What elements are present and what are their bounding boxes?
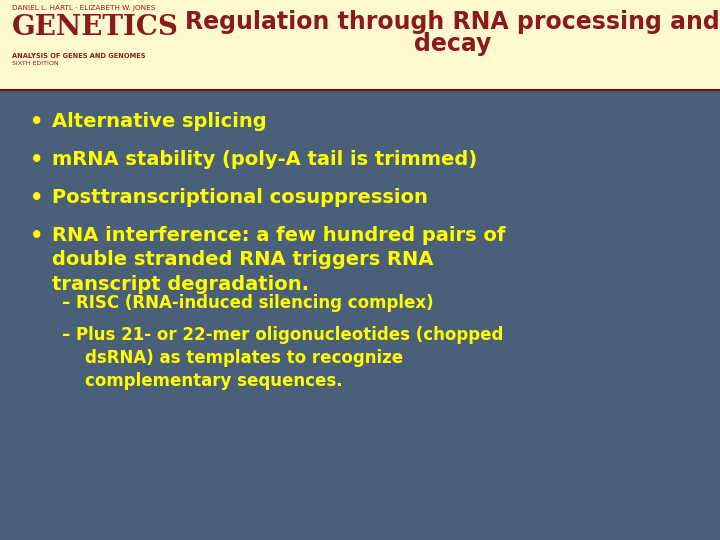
Text: •: • bbox=[30, 112, 43, 132]
Text: GENETICS: GENETICS bbox=[12, 14, 179, 41]
Text: – RISC (RNA-induced silencing complex): – RISC (RNA-induced silencing complex) bbox=[62, 294, 433, 312]
Text: decay: decay bbox=[414, 32, 491, 56]
Text: •: • bbox=[30, 188, 43, 208]
Text: – Plus 21- or 22-mer oligonucleotides (chopped
    dsRNA) as templates to recogn: – Plus 21- or 22-mer oligonucleotides (c… bbox=[62, 326, 503, 390]
Text: ANALYSIS OF GENES AND GENOMES: ANALYSIS OF GENES AND GENOMES bbox=[12, 53, 145, 59]
Text: •: • bbox=[30, 150, 43, 170]
Bar bbox=[0, 0, 720, 90]
Text: Alternative splicing: Alternative splicing bbox=[52, 112, 266, 131]
Text: mRNA stability (poly-A tail is trimmed): mRNA stability (poly-A tail is trimmed) bbox=[52, 150, 477, 169]
Text: SIXTH EDITION: SIXTH EDITION bbox=[12, 61, 58, 66]
Text: RNA interference: a few hundred pairs of
double stranded RNA triggers RNA
transc: RNA interference: a few hundred pairs of… bbox=[52, 226, 505, 294]
Text: DANIEL L. HARTL · ELIZABETH W. JONES: DANIEL L. HARTL · ELIZABETH W. JONES bbox=[12, 5, 156, 11]
Text: Posttranscriptional cosuppression: Posttranscriptional cosuppression bbox=[52, 188, 428, 207]
Text: Regulation through RNA processing and: Regulation through RNA processing and bbox=[185, 10, 720, 34]
Text: •: • bbox=[30, 226, 43, 246]
Bar bbox=[0, 90, 720, 540]
